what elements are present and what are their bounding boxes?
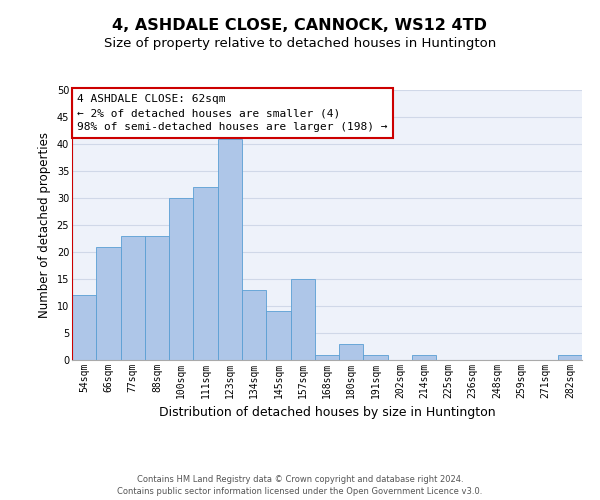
Bar	[266, 312, 290, 360]
Bar	[412, 354, 436, 360]
Bar	[315, 354, 339, 360]
Bar	[218, 138, 242, 360]
Bar	[339, 344, 364, 360]
Bar	[169, 198, 193, 360]
Bar	[72, 295, 96, 360]
Text: Contains HM Land Registry data © Crown copyright and database right 2024.: Contains HM Land Registry data © Crown c…	[137, 475, 463, 484]
Bar	[364, 354, 388, 360]
Bar	[242, 290, 266, 360]
Bar	[290, 279, 315, 360]
Bar	[96, 246, 121, 360]
X-axis label: Distribution of detached houses by size in Huntington: Distribution of detached houses by size …	[158, 406, 496, 420]
Text: 4, ASHDALE CLOSE, CANNOCK, WS12 4TD: 4, ASHDALE CLOSE, CANNOCK, WS12 4TD	[113, 18, 487, 32]
Text: Contains public sector information licensed under the Open Government Licence v3: Contains public sector information licen…	[118, 487, 482, 496]
Bar	[145, 236, 169, 360]
Y-axis label: Number of detached properties: Number of detached properties	[38, 132, 51, 318]
Text: 4 ASHDALE CLOSE: 62sqm
← 2% of detached houses are smaller (4)
98% of semi-detac: 4 ASHDALE CLOSE: 62sqm ← 2% of detached …	[77, 94, 388, 132]
Bar	[558, 354, 582, 360]
Bar	[193, 187, 218, 360]
Bar	[121, 236, 145, 360]
Text: Size of property relative to detached houses in Huntington: Size of property relative to detached ho…	[104, 38, 496, 51]
